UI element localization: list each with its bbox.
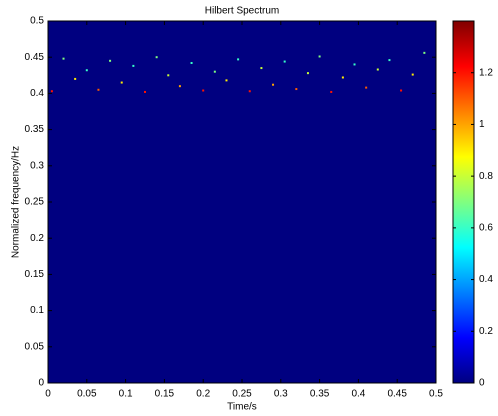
spectrum-point [213,70,216,73]
x-tick-label: 0.4 [351,389,365,400]
y-axis-label: Normalized frequency/Hz [11,146,22,258]
colorbar-tick-label: 0.6 [479,222,493,233]
spectrum-point [155,56,158,59]
spectrum-point [353,63,356,66]
spectrum-point [272,83,275,86]
spectrum-point [365,86,368,89]
spectrum-point [283,60,286,63]
x-tick-label: 0.05 [77,389,97,400]
colorbar-tick-label: 1.2 [479,67,493,78]
y-tick-label: 0.45 [25,52,45,63]
spectrum-point [167,74,170,77]
spectrum-point [50,90,53,93]
x-tick-label: 0.25 [232,389,252,400]
spectrum-point [120,81,123,84]
spectrum-point [388,59,391,62]
spectrum-point [411,73,414,76]
x-axis-label: Time/s [227,402,257,413]
y-tick-label: 0.35 [25,124,45,135]
y-tick-label: 0.5 [30,16,44,27]
x-tick-label: 0.5 [429,389,443,400]
x-tick-label: 0.35 [310,389,330,400]
colorbar-tick-label: 0.8 [479,171,493,182]
spectrum-point [225,79,228,82]
spectrum-point [260,67,263,70]
spectrum-point [318,55,321,58]
x-tick-label: 0.1 [119,389,133,400]
spectrum-point [237,58,240,61]
spectrum-point [202,89,205,92]
colorbar [452,20,475,384]
x-tick-label: 0.3 [274,389,288,400]
spectrum-point [400,89,403,92]
x-tick-label: 0 [45,389,51,400]
spectrum-point [144,90,146,93]
spectrum-point [97,88,100,91]
spectrum-point [376,68,379,71]
y-tick-label: 0.2 [30,233,44,244]
spectrum-point [178,85,181,88]
spectrum-point [85,69,88,72]
y-tick-label: 0.05 [25,341,45,352]
spectrum-point [423,51,426,54]
spectrum-point [74,77,77,80]
colorbar-tick-label: 0.4 [479,274,493,285]
colorbar-tick-label: 0 [479,378,485,389]
y-tick-label: 0 [38,378,44,389]
heatmap-background [48,21,436,383]
spectrum-point [330,90,333,93]
spectrum-point [190,61,193,64]
x-tick-label: 0.2 [196,389,210,400]
spectrum-point [109,59,112,62]
spectrum-point [132,64,135,67]
chart-title: Hilbert Spectrum [205,6,279,17]
colorbar-tick-label: 1 [479,119,485,130]
spectrum-point [62,57,65,60]
spectrum-point [306,72,309,75]
x-tick-label: 0.45 [387,389,407,400]
y-tick-label: 0.25 [25,197,45,208]
colorbar-tick-label: 0.2 [479,326,493,337]
spectrum-point [341,76,344,79]
spectrum-point [295,88,298,91]
y-tick-label: 0.4 [30,88,44,99]
y-tick-label: 0.1 [30,305,44,316]
spectrum-point [248,90,251,93]
x-tick-label: 0.15 [155,389,175,400]
y-tick-label: 0.3 [30,160,44,171]
y-tick-label: 0.15 [25,269,45,280]
